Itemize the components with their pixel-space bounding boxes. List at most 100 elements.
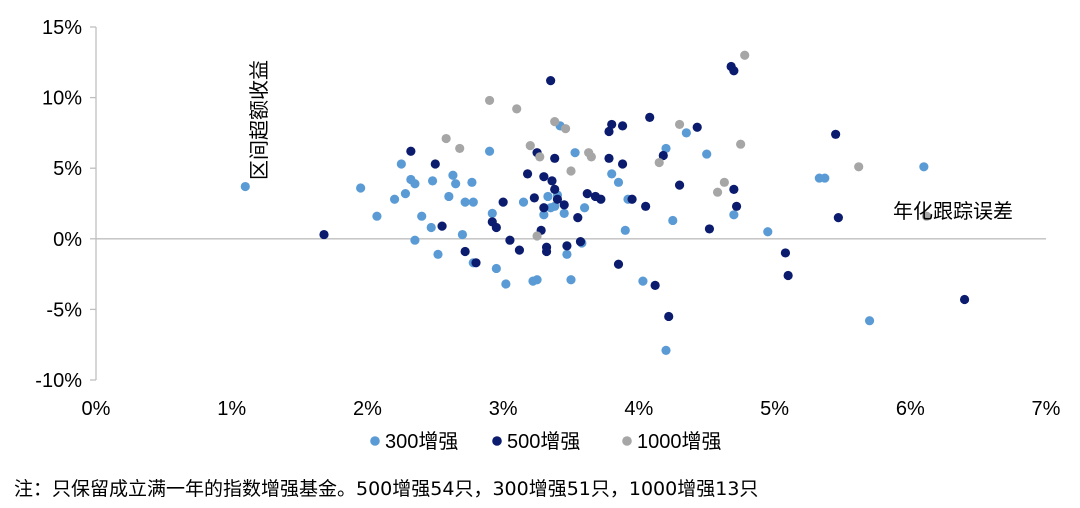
data-point xyxy=(617,121,628,131)
data-point xyxy=(444,191,454,202)
data-point xyxy=(562,249,572,259)
data-point xyxy=(240,181,250,192)
data-point xyxy=(514,245,525,255)
data-point xyxy=(512,104,522,114)
y-tick-label: -5% xyxy=(46,299,82,321)
data-point xyxy=(406,146,416,156)
x-tick-label: 0% xyxy=(82,398,111,420)
data-point xyxy=(831,129,841,139)
data-point xyxy=(356,183,366,193)
legend-marker xyxy=(492,436,502,446)
data-point xyxy=(607,119,617,130)
data-point xyxy=(455,143,465,154)
data-point xyxy=(550,117,560,127)
data-point xyxy=(638,276,648,286)
data-point xyxy=(433,249,443,259)
data-point xyxy=(457,229,468,240)
legend-label: 500增强 xyxy=(507,430,580,453)
data-point xyxy=(437,221,447,231)
data-point xyxy=(532,275,542,285)
data-point xyxy=(654,157,664,168)
data-point xyxy=(484,146,495,156)
data-point xyxy=(674,180,685,190)
data-point xyxy=(864,316,875,326)
data-point xyxy=(319,229,329,240)
x-tick-label: 5% xyxy=(760,398,789,420)
x-tick-label: 6% xyxy=(896,398,925,420)
legend-item-3: 1000增强 xyxy=(622,430,722,453)
data-point xyxy=(664,311,674,322)
tick-labels: 15%10%5%0%-5%-10%0% 1% 2% 3% 4% 5% 6% 7% xyxy=(35,17,1060,420)
data-point xyxy=(959,294,970,305)
data-point xyxy=(396,159,406,169)
data-point xyxy=(617,159,628,169)
data-point xyxy=(681,128,691,138)
axes xyxy=(95,27,1046,380)
data-point xyxy=(650,280,660,290)
data-point xyxy=(763,227,773,237)
y-axis-label: 区间超额收益 xyxy=(247,60,271,180)
data-point xyxy=(613,259,624,269)
y-tick-label: 5% xyxy=(53,158,82,180)
data-point xyxy=(661,345,671,355)
data-point xyxy=(550,201,560,211)
data-point xyxy=(505,235,515,245)
data-point xyxy=(575,237,586,247)
data-point xyxy=(484,95,495,106)
data-point xyxy=(729,210,739,220)
footnote: 注：只保留成立满一年的指数增强基金。500增强54只，300增强51只，1000… xyxy=(14,478,759,500)
data-point xyxy=(498,197,508,207)
data-point xyxy=(552,194,563,204)
data-point xyxy=(579,203,590,213)
data-point xyxy=(820,173,830,183)
data-point xyxy=(417,211,427,221)
y-tick-label: -10% xyxy=(35,370,82,392)
data-point xyxy=(613,177,624,187)
data-point xyxy=(736,139,746,149)
data-point xyxy=(731,201,742,211)
data-point xyxy=(427,176,438,186)
scatter-chart: 15%10%5%0%-5%-10%0% 1% 2% 3% 4% 5% 6% 7% 区间超额收益… xyxy=(35,17,1060,453)
data-point xyxy=(645,112,655,122)
x-tick-label: 4% xyxy=(624,398,653,420)
data-point xyxy=(518,197,529,207)
x-axis-label: 年化跟踪误差 xyxy=(893,199,1013,223)
data-point xyxy=(430,159,440,169)
data-point xyxy=(547,176,557,186)
data-point xyxy=(661,143,671,154)
data-point xyxy=(783,270,793,281)
legend-item-1: 300增强 xyxy=(370,430,458,453)
data-point xyxy=(566,275,576,285)
data-point xyxy=(921,211,932,221)
data-point xyxy=(658,150,668,161)
data-point xyxy=(668,215,678,226)
data-point xyxy=(539,172,549,182)
data-point xyxy=(487,208,497,218)
data-point xyxy=(539,210,549,220)
data-point xyxy=(372,211,382,221)
y-tick-label: 15% xyxy=(42,17,82,39)
data-point xyxy=(604,126,614,137)
data-point xyxy=(559,200,569,210)
data-point xyxy=(471,258,481,268)
legend-marker xyxy=(370,436,380,446)
data-point xyxy=(604,153,614,163)
data-point xyxy=(532,231,542,241)
data-point xyxy=(400,189,411,199)
data-point xyxy=(522,169,533,179)
data-point xyxy=(607,169,617,179)
data-point xyxy=(460,197,470,207)
data-point xyxy=(833,213,843,223)
data-point xyxy=(729,184,739,194)
data-point xyxy=(780,248,791,258)
data-point xyxy=(460,246,470,257)
data-point xyxy=(448,170,458,180)
data-point xyxy=(410,179,420,189)
data-point xyxy=(559,208,569,218)
data-point xyxy=(566,166,576,176)
data-point xyxy=(702,149,712,159)
data-point xyxy=(573,213,583,223)
data-point xyxy=(550,184,560,194)
data-point xyxy=(740,50,750,60)
data-point xyxy=(491,263,501,274)
